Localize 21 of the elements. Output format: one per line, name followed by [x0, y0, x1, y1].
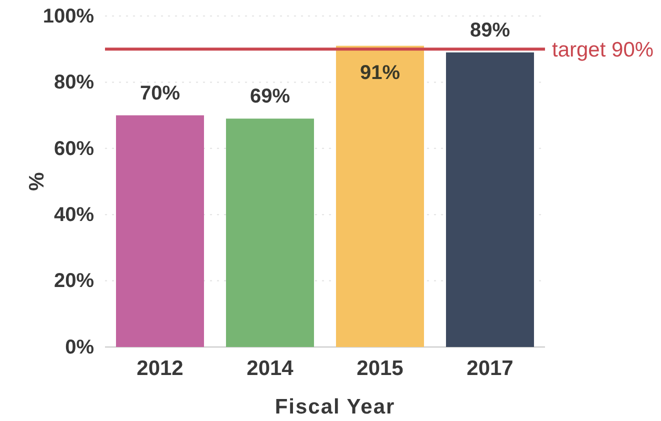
ref-line-label: target 90% [552, 38, 654, 62]
bar [336, 46, 424, 347]
y-tick-label: 20% [54, 270, 94, 292]
x-tick-label: 2015 [356, 356, 404, 380]
x-tick-label: 2014 [246, 356, 294, 380]
y-tick-label: 80% [54, 72, 94, 94]
y-tick-label: 100% [42, 5, 94, 28]
data-label: 70% [140, 82, 180, 104]
x-tick-label: 2017 [466, 356, 514, 380]
bar [226, 118, 314, 347]
y-axis-title: % [25, 172, 48, 191]
bar [116, 115, 204, 347]
data-label: 91% [360, 62, 400, 84]
x-axis-title: Fiscal Year [274, 395, 396, 418]
data-label: 89% [470, 19, 510, 42]
bar [446, 52, 534, 347]
data-label: 69% [250, 86, 290, 108]
x-tick-label: 2012 [136, 356, 184, 380]
y-tick-label: 60% [54, 138, 94, 160]
y-tick-label: 0% [65, 336, 94, 358]
y-tick-label: 40% [54, 204, 94, 226]
